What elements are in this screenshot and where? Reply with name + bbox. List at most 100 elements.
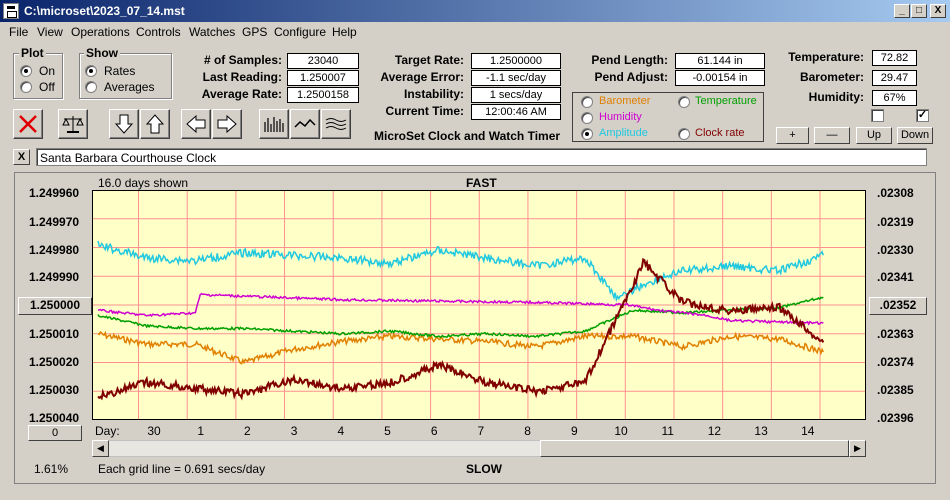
menu-help[interactable]: Help bbox=[332, 25, 357, 39]
pend-adjust-value[interactable]: -0.00154 in bbox=[675, 70, 765, 86]
series-temperature-radio[interactable] bbox=[678, 96, 690, 108]
current-time-label: Current Time: bbox=[385, 104, 464, 118]
show-group bbox=[79, 53, 172, 99]
menu-configure[interactable]: Configure bbox=[274, 25, 327, 39]
day-tick: 3 bbox=[290, 424, 298, 438]
average-rate-value: 1.2500158 bbox=[287, 87, 359, 103]
plot-group-title: Plot bbox=[19, 46, 46, 60]
current-time-value: 12:00:46 AM bbox=[471, 104, 561, 120]
day-tick: 8 bbox=[524, 424, 531, 438]
slow-label: SLOW bbox=[466, 462, 502, 476]
scroll-right-arrow[interactable]: ▶ bbox=[849, 440, 866, 457]
down-button[interactable]: Down bbox=[897, 127, 933, 144]
zero-offset-button[interactable]: 0 bbox=[28, 425, 82, 441]
plot-off-radio[interactable] bbox=[20, 81, 32, 93]
plot-on-label: On bbox=[39, 64, 56, 78]
bar-view-button[interactable] bbox=[259, 109, 289, 139]
multi-wave-icon bbox=[325, 118, 347, 130]
day-tick: 10 bbox=[614, 424, 628, 438]
percent-label: 1.61% bbox=[34, 462, 69, 476]
plot-area[interactable] bbox=[92, 190, 866, 420]
day-tick: 5 bbox=[384, 424, 391, 438]
temperature-label: Temperature: bbox=[788, 50, 864, 64]
pend-length-value[interactable]: 61.144 in bbox=[675, 53, 765, 69]
menu-bar: File View Operations Controls Watches GP… bbox=[0, 22, 950, 42]
right-tick: .02396 bbox=[877, 411, 914, 425]
plot-off-label: Off bbox=[39, 80, 55, 94]
series-clockrate-radio[interactable] bbox=[678, 128, 690, 140]
day-tick: 9 bbox=[570, 424, 578, 438]
maximize-button[interactable]: □ bbox=[911, 4, 927, 18]
left-tick: 1.249980 bbox=[29, 243, 80, 257]
right-reference-button[interactable]: .02352 bbox=[869, 297, 927, 315]
day-tick: 6 bbox=[430, 424, 438, 438]
reference-rate-button[interactable]: 1.250000 bbox=[18, 297, 92, 315]
series-barometer-radio[interactable] bbox=[581, 96, 593, 108]
series-line-barometer bbox=[97, 330, 824, 365]
scroll-right-button[interactable] bbox=[212, 109, 242, 139]
barometer-label: Barometer: bbox=[799, 70, 864, 84]
clear-button[interactable] bbox=[13, 109, 43, 139]
right-tick: .02363 bbox=[877, 327, 914, 341]
checkbox-2[interactable]: ✓ bbox=[916, 109, 929, 122]
show-group-title: Show bbox=[84, 46, 120, 60]
average-rate-label: Average Rate: bbox=[201, 87, 282, 101]
menu-file[interactable]: File bbox=[9, 25, 29, 39]
pend-adjust-label: Pend Adjust: bbox=[594, 70, 668, 84]
left-tick: 1.250020 bbox=[29, 355, 80, 369]
close-button[interactable]: X bbox=[930, 4, 946, 18]
series-temperature-label: Temperature bbox=[695, 95, 757, 107]
samples-value: 23040 bbox=[287, 53, 359, 69]
instability-value: 1 secs/day bbox=[471, 87, 561, 103]
left-tick: 1.250030 bbox=[29, 383, 80, 397]
days-shown-label: 16.0 days shown bbox=[98, 176, 189, 190]
series-amplitude-radio[interactable] bbox=[581, 128, 593, 140]
show-averages-radio[interactable] bbox=[85, 81, 97, 93]
menu-controls[interactable]: Controls bbox=[136, 25, 181, 39]
scroll-left-button[interactable] bbox=[181, 109, 211, 139]
show-averages-label: Averages bbox=[104, 80, 155, 94]
right-tick: .02330 bbox=[877, 243, 914, 257]
scrollbar-thumb[interactable] bbox=[540, 440, 849, 457]
line-view-button[interactable] bbox=[290, 109, 320, 139]
right-tick: .02319 bbox=[877, 215, 914, 229]
series-humidity-radio[interactable] bbox=[581, 112, 593, 124]
description-clear-button[interactable]: X bbox=[13, 149, 30, 165]
menu-operations[interactable]: Operations bbox=[71, 25, 130, 39]
series-humidity-label: Humidity bbox=[599, 111, 642, 123]
right-tick: .02341 bbox=[877, 270, 914, 284]
up-button[interactable]: Up bbox=[856, 127, 892, 144]
minimize-button[interactable]: _ bbox=[894, 4, 910, 18]
series-line-amplitude bbox=[97, 240, 825, 303]
plus-button[interactable]: + bbox=[776, 127, 809, 144]
day-tick: 30 bbox=[147, 424, 161, 438]
left-tick: 1.249970 bbox=[29, 215, 80, 229]
multi-line-view-button[interactable] bbox=[321, 109, 351, 139]
app-icon[interactable] bbox=[3, 3, 19, 19]
target-rate-value[interactable]: 1.2500000 bbox=[471, 53, 561, 69]
checkbox-1[interactable] bbox=[871, 109, 884, 122]
scroll-down-button[interactable] bbox=[109, 109, 139, 139]
humidity-label: Humidity: bbox=[808, 90, 864, 104]
day-tick: 2 bbox=[244, 424, 251, 438]
plot-on-radio[interactable] bbox=[20, 65, 32, 77]
day-tick: 1 bbox=[197, 424, 205, 438]
day-tick: 7 bbox=[477, 424, 485, 438]
day-tick: 13 bbox=[754, 424, 768, 438]
target-rate-label: Target Rate: bbox=[394, 53, 464, 67]
scroll-left-arrow[interactable]: ◀ bbox=[92, 440, 109, 457]
menu-watches[interactable]: Watches bbox=[189, 25, 236, 39]
arrow-left-icon bbox=[186, 114, 206, 134]
description-field[interactable]: Santa Barbara Courthouse Clock bbox=[36, 148, 927, 166]
grid-note: Each grid line = 0.691 secs/day bbox=[98, 462, 266, 476]
arrow-down-icon bbox=[114, 114, 134, 134]
humidity-value: 67% bbox=[872, 90, 917, 106]
app-name-label: MicroSet Clock and Watch Timer bbox=[374, 129, 561, 143]
minus-button[interactable]: — bbox=[814, 127, 850, 144]
show-rates-radio[interactable] bbox=[85, 65, 97, 77]
menu-view[interactable]: View bbox=[37, 25, 63, 39]
balance-button[interactable] bbox=[58, 109, 88, 139]
average-error-label: Average Error: bbox=[380, 70, 464, 84]
scroll-up-button[interactable] bbox=[140, 109, 170, 139]
menu-gps[interactable]: GPS bbox=[242, 25, 268, 39]
